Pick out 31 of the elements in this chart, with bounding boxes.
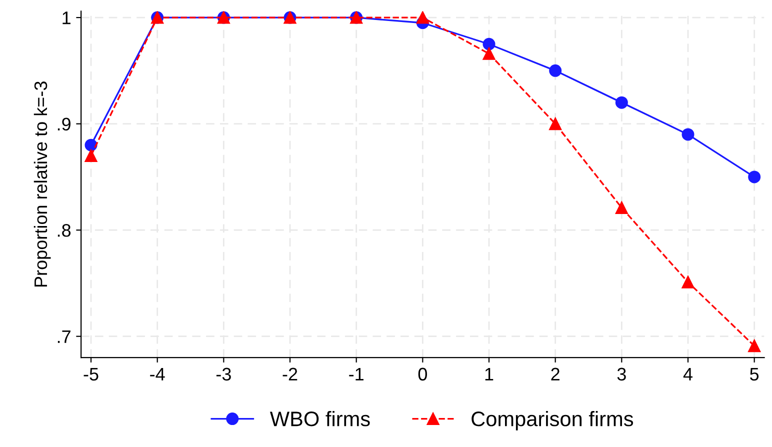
legend-label: WBO firms (270, 410, 370, 426)
point (416, 11, 429, 24)
point (682, 276, 694, 288)
x-tick-label: 1 (485, 368, 494, 380)
x-tick-label: 3 (617, 368, 626, 381)
x-tick-label: 4 (683, 368, 692, 380)
y-tick-label: .7 (58, 330, 70, 343)
x-tick-label: 2 (551, 368, 560, 380)
point (615, 96, 628, 109)
y-tick-label: .8 (58, 224, 71, 237)
point (748, 340, 761, 352)
x-tick-label: -1 (349, 368, 364, 380)
x-tick-label: -3 (216, 368, 231, 381)
x-tick-label: -5 (84, 368, 98, 381)
point (549, 64, 562, 77)
legend-label: Comparison firms (472, 410, 634, 430)
point (748, 170, 761, 184)
point (482, 38, 496, 50)
point (549, 118, 562, 130)
y-tick-label: 1 (62, 12, 70, 24)
x-tick-label: -2 (282, 368, 298, 380)
point (682, 128, 694, 141)
point (84, 149, 98, 162)
y-tick-label: .9 (58, 118, 70, 131)
x-tick-label: -4 (150, 368, 165, 380)
point (482, 47, 496, 60)
point (615, 202, 628, 214)
point (84, 138, 98, 152)
y-axis-title: Proportion relative to k=-3 (34, 82, 51, 287)
x-tick-label: 0 (418, 368, 427, 381)
x-tick-label: 5 (750, 368, 759, 381)
